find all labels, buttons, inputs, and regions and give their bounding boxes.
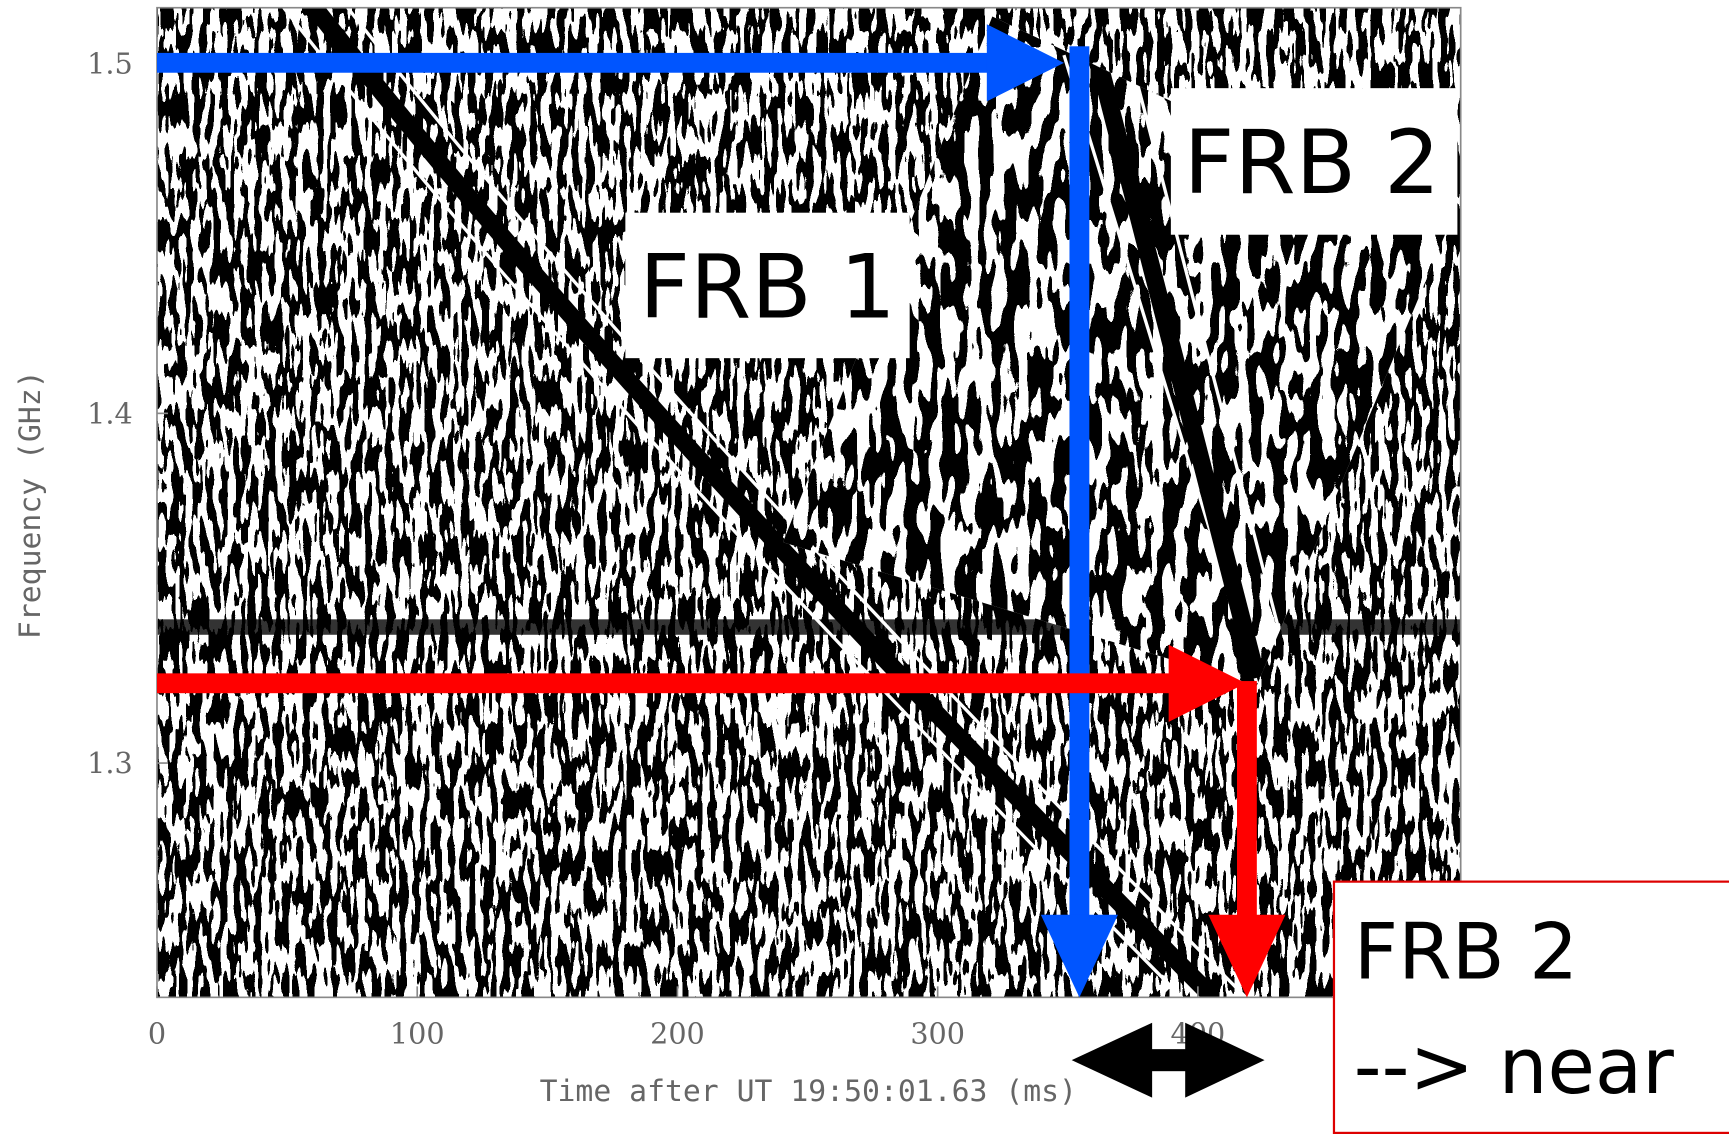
annotation: FRB 2: [1354, 908, 1578, 998]
y-tick-label: 1.5: [87, 47, 133, 81]
annotation: FRB 1: [639, 235, 896, 338]
y-tick-label: 1.4: [87, 396, 133, 430]
x-tick-label: 100: [390, 1017, 445, 1051]
y-tick-label: 1.3: [87, 746, 133, 780]
x-axis-label: Time after UT 19:50:01.63 (ms): [540, 1074, 1077, 1109]
x-tick-label: 300: [910, 1017, 965, 1051]
chart: 01002003004001.31.41.5 Time after UT 19:…: [0, 0, 1729, 1134]
x-tick-label: 0: [148, 1017, 166, 1051]
double-arrow: [1072, 1023, 1265, 1098]
y-axis-label: Frequency (GHz): [13, 370, 48, 639]
annotation: FRB 2: [1184, 111, 1441, 214]
x-tick-label: 200: [650, 1017, 705, 1051]
page: {"chart_data":{"type":"spectrogram", "x_…: [0, 0, 1729, 1134]
annotation: --> near: [1354, 1022, 1674, 1112]
